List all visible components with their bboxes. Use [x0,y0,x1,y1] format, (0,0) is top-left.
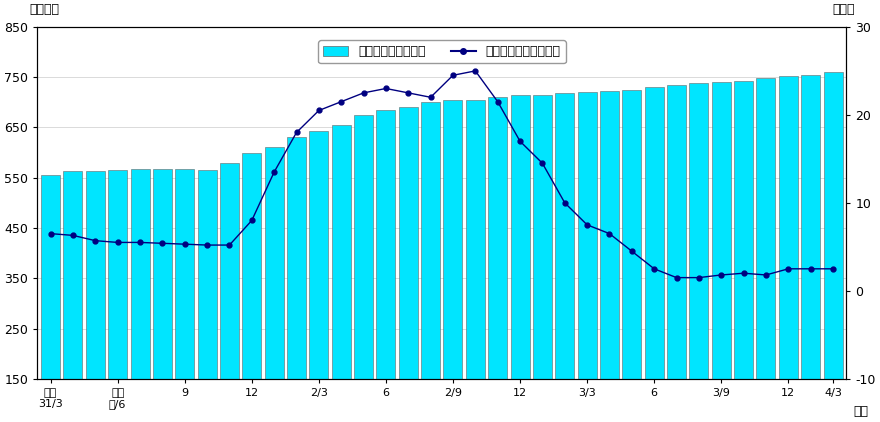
Bar [757,78,775,422]
Bar [712,82,730,422]
Bar [466,100,485,422]
Bar [220,162,239,422]
Bar [488,97,507,422]
Bar [86,171,105,422]
Bar [734,81,753,422]
Bar [41,175,60,422]
Bar [622,90,642,422]
Bar [175,169,194,422]
Bar [577,92,597,422]
Bar [108,170,128,422]
Bar [667,85,686,422]
Bar [824,72,842,422]
Bar [779,76,798,422]
Bar [130,169,150,422]
Bar [332,125,351,422]
Bar [63,171,83,422]
Bar [533,95,552,422]
Bar [377,110,395,422]
Bar [242,153,261,422]
Bar [399,107,418,422]
Bar [555,93,575,422]
Text: （兆円）: （兆円） [29,3,59,16]
Bar [287,138,306,422]
Bar [310,131,328,422]
Bar [510,95,530,422]
Bar [600,91,619,422]
Bar [422,102,440,422]
Bar [444,100,463,422]
Bar [354,115,373,422]
Bar [198,170,216,422]
Bar [153,169,172,422]
Text: （％）: （％） [832,3,854,16]
Bar [801,75,820,422]
Text: 月末: 月末 [854,405,869,418]
Legend: 資産残高（左目盛）, 前　年　比（右目盛）: 資産残高（左目盛）, 前 年 比（右目盛） [318,40,566,63]
Bar [265,146,283,422]
Bar [689,83,708,422]
Bar [645,87,664,422]
